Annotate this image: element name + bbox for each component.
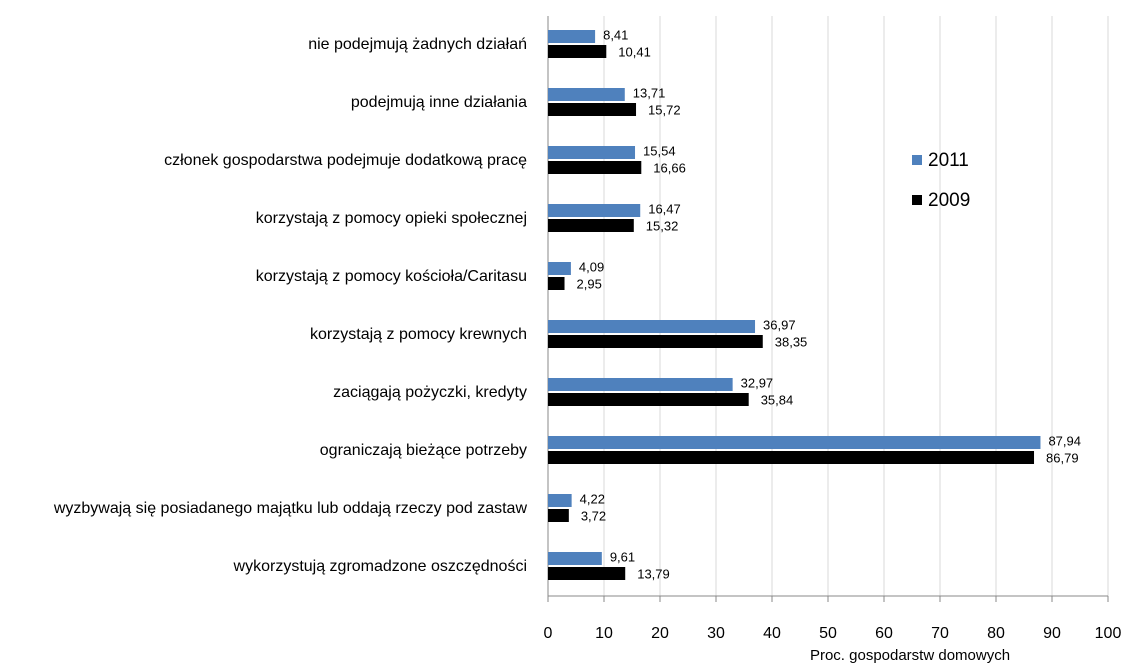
bar (548, 320, 756, 333)
bar (548, 567, 626, 580)
y-tick-text: nie podejmują żadnych działań (308, 36, 527, 53)
value-label: 10,41 (618, 44, 651, 59)
y-tick-label: nie podejmują żadnych działań (0, 35, 527, 55)
value-label: 87,94 (1048, 433, 1081, 448)
value-label: 15,72 (648, 102, 681, 117)
y-tick-text: podejmują inne działania (350, 94, 527, 111)
bar (548, 393, 749, 406)
y-tick-label: korzystają z pomocy krewnych (0, 325, 527, 345)
bar (548, 219, 634, 232)
y-tick-label: korzystają z pomocy opieki społecznej (0, 209, 527, 229)
x-tick-label: 30 (707, 625, 725, 642)
y-tick-label: wyzbywają się posiadanego majątku lub od… (0, 499, 527, 519)
bar (548, 552, 602, 565)
x-tick-label: 20 (651, 625, 669, 642)
value-label: 13,79 (637, 566, 670, 581)
value-label: 4,22 (580, 491, 605, 506)
bar (548, 45, 607, 58)
x-tick-label: 10 (595, 625, 613, 642)
value-label: 15,54 (643, 143, 676, 158)
value-label: 15,32 (646, 218, 679, 233)
bar (548, 378, 733, 391)
value-label: 8,41 (603, 27, 628, 42)
y-tick-text: korzystają z pomocy krewnych (310, 326, 527, 343)
y-tick-text: wykorzystują zgromadzone oszczędności (233, 558, 527, 575)
x-tick-label: 40 (763, 625, 781, 642)
legend-label: 2009 (928, 190, 970, 211)
value-label: 35,84 (761, 392, 794, 407)
value-label: 3,72 (581, 508, 606, 523)
bar (548, 277, 565, 290)
y-tick-label: podejmują inne działania (0, 93, 527, 113)
bar (548, 204, 641, 217)
x-tick-label: 90 (1043, 625, 1061, 642)
x-tick-label: 100 (1095, 625, 1122, 642)
bar (548, 436, 1041, 449)
bar (548, 88, 625, 101)
bar (548, 451, 1035, 464)
value-label: 16,47 (648, 201, 681, 216)
legend-swatch (912, 195, 922, 205)
legend-label: 2011 (928, 150, 969, 171)
bar (548, 262, 571, 275)
legend-swatch (912, 155, 922, 165)
y-tick-text: zaciągają pożyczki, kredyty (333, 384, 527, 401)
x-tick-label: 0 (544, 625, 553, 642)
value-label: 2,95 (577, 276, 602, 291)
bar (548, 494, 572, 507)
value-label: 9,61 (610, 549, 635, 564)
y-tick-text: ograniczają bieżące potrzeby (319, 442, 527, 459)
value-label: 4,09 (579, 259, 604, 274)
y-tick-label: korzystają z pomocy kościoła/Caritasu (0, 267, 527, 287)
x-tick-label: 60 (875, 625, 893, 642)
value-label: 13,71 (633, 85, 666, 100)
bar (548, 509, 569, 522)
y-tick-label: ograniczają bieżące potrzeby (0, 441, 527, 461)
value-label: 32,97 (741, 375, 774, 390)
x-tick-label: 50 (819, 625, 837, 642)
value-label: 36,97 (763, 317, 796, 332)
x-tick-label: 70 (931, 625, 949, 642)
bar (548, 30, 596, 43)
value-label: 38,35 (775, 334, 808, 349)
bar (548, 161, 642, 174)
bar (548, 146, 636, 159)
y-tick-text: wyzbywają się posiadanego majątku lub od… (53, 500, 527, 517)
y-tick-label: zaciągają pożyczki, kredyty (0, 383, 527, 403)
y-tick-label: członek gospodarstwa podejmuje dodatkową… (0, 151, 527, 171)
y-tick-text: korzystają z pomocy opieki społecznej (255, 210, 527, 227)
x-axis-label: Proc. gospodarstw domowych (810, 647, 1010, 664)
y-tick-label: wykorzystują zgromadzone oszczędności (0, 557, 527, 577)
bar (548, 335, 763, 348)
y-tick-text: korzystają z pomocy kościoła/Caritasu (255, 268, 527, 285)
x-tick-label: 80 (987, 625, 1005, 642)
bar (548, 103, 637, 116)
y-tick-text: członek gospodarstwa podejmuje dodatkową… (164, 152, 527, 169)
value-label: 86,79 (1046, 450, 1079, 465)
value-label: 16,66 (653, 160, 686, 175)
